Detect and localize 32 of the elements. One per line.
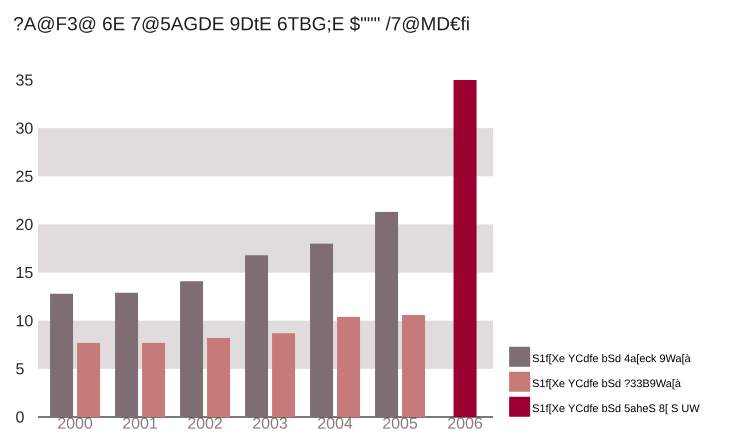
bar	[310, 244, 334, 417]
bar	[115, 292, 138, 417]
y-tick-label: 5	[16, 363, 24, 374]
y-tick-label: 10	[16, 315, 33, 326]
bar	[142, 342, 166, 417]
x-tick-label: 2001	[123, 418, 157, 429]
bar	[454, 80, 477, 417]
y-tick-label: 0	[16, 411, 24, 423]
legend-label: S1f[Xe YCdfe bSd 5aheS 8[ S UW	[532, 404, 700, 414]
legend-label: S1f[Xe YCdfe bSd 4a[eck 9Wa[à	[532, 354, 691, 364]
x-tick-label: 2006	[448, 418, 482, 429]
bar	[50, 294, 74, 417]
x-tick-label: 2000	[58, 418, 92, 429]
x-tick-label: 2004	[318, 418, 352, 429]
legend-label: S1f[Xe YCdfe bSd ?33B9Wa[à	[532, 379, 681, 390]
bar	[402, 314, 426, 417]
x-tick-label: 2002	[188, 418, 222, 429]
x-tick-label: 2005	[383, 418, 418, 429]
bar	[272, 333, 296, 417]
chart-title: ?A@F3@ 6E 7@5AGDE 9DtE 6TBG;E $""" /7@MD€fi	[14, 16, 469, 33]
y-tick-label: 35	[16, 74, 33, 86]
y-tick-label: 15	[16, 267, 33, 278]
bar	[375, 212, 398, 417]
bar	[245, 255, 268, 417]
y-tick-label: 20	[16, 218, 33, 230]
bar	[77, 342, 100, 417]
y-tick-label: 30	[16, 122, 33, 134]
x-tick-label: 2003	[253, 418, 288, 429]
bar	[207, 338, 230, 417]
y-tick-label: 25	[16, 170, 33, 182]
bar	[337, 316, 360, 417]
bar	[180, 281, 204, 417]
